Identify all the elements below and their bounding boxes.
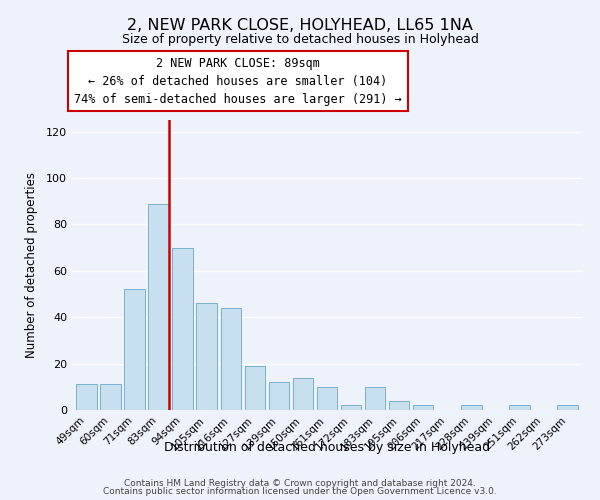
Bar — [269, 382, 289, 410]
Bar — [196, 304, 217, 410]
Text: Contains public sector information licensed under the Open Government Licence v3: Contains public sector information licen… — [103, 487, 497, 496]
Y-axis label: Number of detached properties: Number of detached properties — [25, 172, 38, 358]
Bar — [76, 384, 97, 410]
Bar — [557, 406, 578, 410]
Text: Contains HM Land Registry data © Crown copyright and database right 2024.: Contains HM Land Registry data © Crown c… — [124, 478, 476, 488]
Bar — [341, 406, 361, 410]
Bar — [365, 387, 385, 410]
Bar — [293, 378, 313, 410]
Bar — [221, 308, 241, 410]
Bar — [413, 406, 433, 410]
Text: 2 NEW PARK CLOSE: 89sqm
← 26% of detached houses are smaller (104)
74% of semi-d: 2 NEW PARK CLOSE: 89sqm ← 26% of detache… — [74, 56, 401, 106]
Bar — [509, 406, 530, 410]
Text: 2, NEW PARK CLOSE, HOLYHEAD, LL65 1NA: 2, NEW PARK CLOSE, HOLYHEAD, LL65 1NA — [127, 18, 473, 32]
Bar — [100, 384, 121, 410]
Text: Distribution of detached houses by size in Holyhead: Distribution of detached houses by size … — [164, 441, 490, 454]
Bar — [461, 406, 482, 410]
Bar — [317, 387, 337, 410]
Bar — [389, 400, 409, 410]
Bar — [245, 366, 265, 410]
Bar — [124, 290, 145, 410]
Text: Size of property relative to detached houses in Holyhead: Size of property relative to detached ho… — [122, 32, 478, 46]
Bar — [148, 204, 169, 410]
Bar — [172, 248, 193, 410]
